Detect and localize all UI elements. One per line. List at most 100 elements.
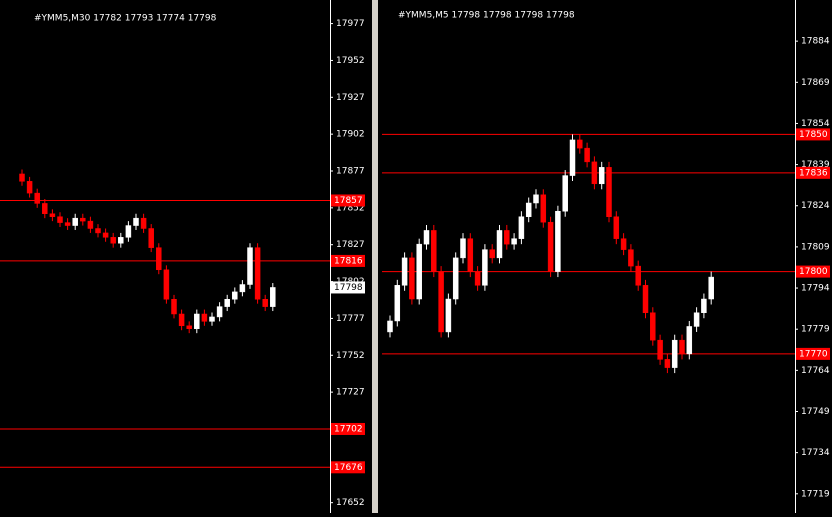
candle-body (95, 228, 101, 234)
y-tick-label: 17652 (336, 498, 365, 508)
level-label: 17850 (799, 130, 828, 140)
candle-body (224, 299, 230, 307)
candle-body (650, 312, 656, 341)
y-tick-label: 17752 (336, 351, 365, 361)
candle-body (394, 285, 401, 322)
level-label: 17836 (799, 168, 828, 178)
chart-title: #YMM5,M30 17782 17793 17774 17798 (34, 14, 217, 24)
candle-body (533, 194, 539, 204)
candle-body (504, 230, 510, 245)
candle-body (525, 202, 532, 217)
candle-body (118, 237, 124, 244)
y-tick-label: 17764 (801, 366, 830, 376)
level-label-box (796, 265, 830, 278)
candle-body (110, 237, 116, 244)
level-label: 17702 (334, 424, 363, 434)
candle-body (511, 238, 517, 245)
candle-body (387, 320, 393, 333)
candle-body (606, 167, 612, 217)
chart-title: #YMM5,M5 17798 17798 17798 17798 (398, 11, 575, 21)
y-tick-label: 17827 (336, 240, 365, 250)
y-tick-label: 17884 (801, 37, 830, 47)
candle-body (708, 276, 714, 300)
candle-body (701, 298, 707, 313)
candle-body (686, 326, 693, 355)
candle-body (87, 220, 94, 229)
candle-body (19, 173, 25, 182)
candle-body (460, 238, 466, 259)
candle-body (133, 217, 139, 226)
level-label-box (331, 422, 365, 435)
y-tick-label: 17727 (336, 388, 365, 398)
candle-body (540, 194, 547, 223)
level-label-box (796, 166, 830, 179)
candle-body (584, 147, 590, 163)
y-tick-label: 17809 (801, 242, 830, 252)
candle-body (409, 257, 415, 300)
y-tick-label: 17824 (801, 201, 830, 211)
candle-body (156, 247, 162, 271)
level-label-box (796, 128, 830, 141)
candle-body (482, 249, 488, 286)
candle-body (64, 222, 71, 226)
y-tick-label: 17927 (336, 93, 365, 103)
candle-body (555, 210, 561, 272)
candle-body (452, 257, 459, 300)
candle-body (34, 192, 40, 204)
y-tick-label: 17719 (801, 489, 830, 499)
level-label-box (331, 194, 365, 207)
y-tick-label: 17749 (801, 407, 830, 417)
candle-body (49, 213, 56, 217)
candle-body (247, 247, 253, 285)
candle-body (547, 221, 554, 272)
candle-body (569, 139, 576, 176)
level-label: 17857 (334, 196, 363, 206)
candle-body (577, 139, 583, 149)
y-tick-label: 17869 (801, 78, 830, 88)
candle-body (171, 299, 177, 315)
level-label-box (796, 347, 830, 360)
y-tick-label: 17779 (801, 325, 830, 335)
y-tick-label: 17839 (801, 160, 830, 170)
candle-body (239, 284, 246, 293)
candle-body (445, 298, 452, 333)
candle-body (401, 257, 408, 286)
candle-body (194, 313, 200, 329)
candle-body (598, 167, 605, 185)
level-label: 17800 (799, 267, 828, 277)
candle-body (613, 216, 620, 239)
candle-body (620, 238, 627, 250)
candle-body (26, 181, 33, 194)
window-divider (372, 0, 378, 513)
candle-body (474, 271, 481, 286)
candle-body (591, 161, 598, 185)
candle-body (467, 238, 474, 272)
candle-body (562, 175, 568, 212)
candle-body (186, 325, 192, 329)
candle-body (679, 339, 685, 355)
candle-body (518, 216, 525, 239)
y-tick-label: 17952 (336, 56, 365, 66)
candle-body (148, 228, 154, 248)
y-tick-label: 17794 (801, 284, 830, 294)
candle-body (416, 243, 422, 300)
candle-body (254, 247, 261, 300)
candle-body (209, 316, 215, 322)
candle-body (642, 285, 649, 313)
candle-body (693, 312, 700, 327)
candle-body (178, 313, 185, 327)
candle-body (72, 217, 78, 226)
y-tick-label: 17877 (336, 167, 365, 177)
candle-body (232, 291, 238, 300)
candle-body (635, 265, 641, 286)
candle-body (657, 339, 663, 360)
candle-body (102, 232, 109, 238)
candle-body (489, 249, 495, 259)
y-tick-label: 17902 (336, 130, 365, 140)
candle-body (262, 299, 268, 307)
candle-body (42, 203, 48, 214)
level-label: 17816 (334, 256, 363, 266)
candle-body (671, 339, 678, 368)
